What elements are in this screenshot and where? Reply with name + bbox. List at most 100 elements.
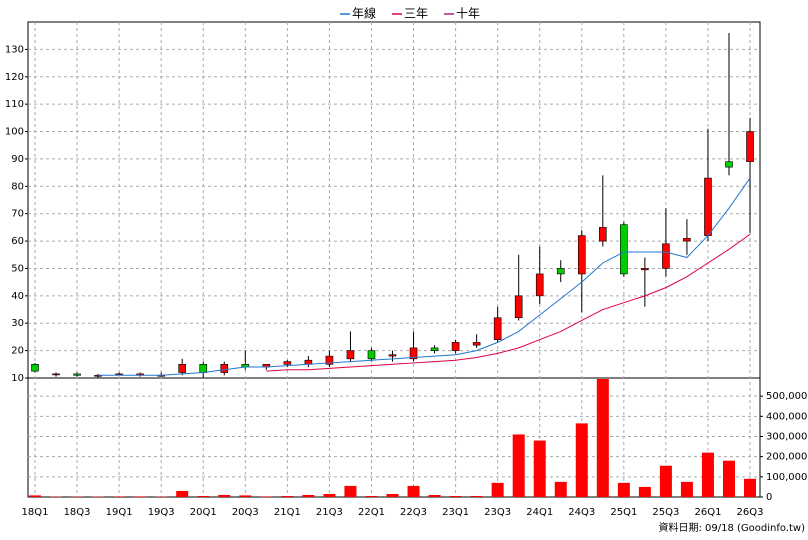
x-tick-label: 20Q1 [190,507,217,518]
volume-bar [680,481,693,497]
x-tick-label: 25Q3 [652,507,679,518]
candle-body [472,342,481,346]
candle-body [662,243,670,269]
y-tick-label: 90 [11,154,24,165]
legend-label: 十年 [456,7,480,21]
volume-bar [29,495,41,497]
volume-bar [554,481,567,497]
y-tick-label: 120 [5,72,24,83]
candle-body [725,161,733,168]
volume-bar [344,485,357,497]
candle-body [704,177,712,236]
volume-bar [491,482,504,497]
x-tick-label: 24Q3 [568,507,595,518]
y2-tick-label: 500,000 [766,391,807,402]
x-tick-label: 25Q1 [610,507,637,518]
volume-bar [722,460,735,497]
y2-tick-label: 100,000 [766,472,807,483]
legend-label: 年線 [352,6,376,21]
legend-label: 三年 [404,7,428,21]
candle-body [599,227,607,242]
volume-bar [470,495,483,497]
volume-bar [113,496,126,497]
candle-body [52,373,60,376]
candle-body [178,364,187,373]
candle-body [683,238,691,242]
x-tick-label: 21Q1 [274,507,301,518]
y2-tick-label: 400,000 [766,411,807,422]
candle-body [409,347,418,360]
candle-body [283,361,292,365]
candle-body [430,347,439,351]
candle-body [577,235,586,275]
y-tick-label: 100 [5,127,24,138]
y2-tick-label: 300,000 [766,431,807,442]
y-tick-label: 60 [11,236,24,247]
candle-body [367,350,376,360]
volume-bar [512,434,525,497]
line-series [98,177,751,376]
footer: 資料日期: 09/18 (Goodinfo.tw) [658,521,805,534]
volume-bar [365,495,378,497]
volume-bar [386,493,399,497]
candle-body [220,364,229,373]
volume-bar [575,423,588,497]
candle-body [199,364,208,373]
volume-bar [407,485,420,497]
y-tick-label: 30 [11,318,24,329]
y2-tick-label: 200,000 [766,452,807,463]
volume-bar [638,486,651,497]
volume-bar [744,478,757,497]
y-tick-label: 130 [5,44,24,55]
x-tick-label: 26Q3 [737,507,764,518]
x-tick-label: 19Q3 [148,507,175,518]
volume-bar [449,495,462,497]
volume-bar [533,440,546,497]
candle-body [746,131,754,162]
candle-body [73,373,81,376]
volume-bar [428,494,441,497]
candle-body [514,295,523,319]
volume-bar [659,465,672,497]
volume-bar [617,482,630,497]
volume-bar [323,493,336,497]
candle-body [388,354,397,357]
candle-body [556,268,565,275]
volume-bar [302,494,315,497]
y-tick-label: 20 [11,346,24,357]
x-tick-label: 18Q3 [64,507,91,518]
candle-body [115,373,123,376]
volume-bar [596,379,609,497]
y-tick-label: 80 [11,181,24,192]
volume-bar [176,490,189,497]
candle-body [641,268,649,271]
candle-body [325,355,334,365]
x-tick-label: 22Q3 [400,507,427,518]
y-tick-label: 70 [11,209,24,220]
x-tick-label: 22Q1 [358,507,385,518]
x-tick-label: 24Q1 [526,507,553,518]
candle-body [493,317,502,340]
x-tick-label: 21Q3 [316,507,343,518]
x-tick-label: 23Q1 [442,507,469,518]
y2-tick-label: 0 [766,492,772,503]
x-tick-label: 18Q1 [22,507,49,518]
x-tick-label: 19Q1 [106,507,133,518]
volume-bar [239,495,252,497]
y-tick-label: 10 [11,373,24,384]
plot-frame [27,21,761,498]
volume-bar [701,452,714,497]
line-series [266,233,751,372]
x-tick-label: 23Q3 [484,507,511,518]
y-tick-label: 50 [11,263,24,274]
candle-body [31,364,39,372]
candle-body [451,342,460,351]
volume-bar [281,495,294,497]
candle-body [346,350,355,360]
volume-bar [260,496,273,497]
volume-bar [134,496,147,497]
volume-bar [197,495,210,497]
y-tick-label: 110 [5,99,24,110]
x-tick-label: 26Q1 [694,507,721,518]
